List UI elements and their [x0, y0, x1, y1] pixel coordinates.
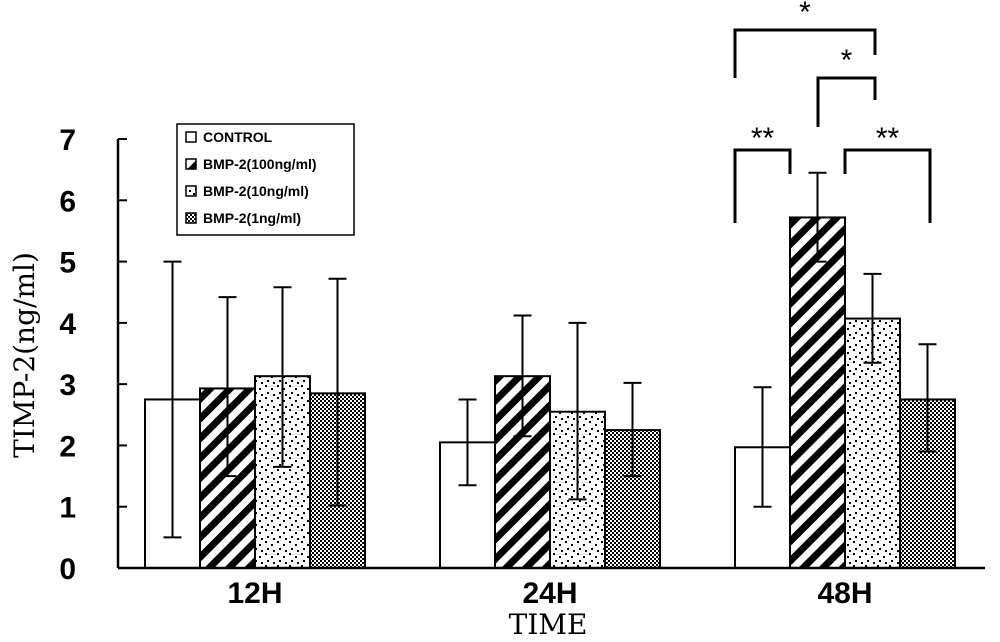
significance-label: * [841, 44, 853, 77]
legend-swatch [185, 158, 197, 170]
bar [789, 216, 846, 569]
y-tick-label: 5 [59, 247, 76, 280]
y-tick-label: 0 [59, 553, 76, 586]
legend-label: BMP-2(10ng/ml) [203, 183, 309, 199]
x-axis: 12H 24H 48H [118, 566, 985, 610]
y-tick-label: 2 [59, 430, 76, 463]
significance-label: * [799, 0, 811, 29]
significance-bracket [733, 148, 792, 223]
error-bars-group [163, 171, 937, 539]
significance-label: ** [751, 122, 775, 155]
legend: CONTROL BMP-2(100ng/ml) BMP-2(10ng/ml) BMP-… [176, 123, 355, 236]
y-axis-title: TIMP-2(ng/ml) [8, 252, 41, 458]
x-tick-label: 48H [817, 577, 872, 610]
significance-group: ** **** [733, 0, 932, 223]
significance-bracket [816, 76, 877, 127]
y-tick-label: 1 [59, 492, 76, 525]
legend-swatch [185, 131, 197, 143]
y-tick-label: 6 [59, 185, 76, 218]
legend-box [176, 123, 355, 236]
significance-bracket [733, 28, 877, 78]
y-axis: 0 1 2 3 4 5 6 7 [59, 124, 127, 586]
x-tick-label: 12H [227, 577, 282, 610]
y-tick-label: 4 [59, 308, 76, 341]
legend-label: CONTROL [203, 129, 273, 145]
legend-label: BMP-2(100ng/ml) [203, 156, 317, 172]
x-tick-label: 24H [522, 577, 577, 610]
x-axis-title: TIME [509, 608, 588, 641]
significance-label: ** [876, 122, 900, 155]
legend-label: BMP-2(1ng/ml) [203, 210, 301, 226]
y-tick-label: 7 [59, 124, 76, 157]
legend-swatch [185, 185, 197, 197]
significance-bracket [843, 148, 932, 223]
bars-group [144, 216, 956, 570]
y-tick-label: 3 [59, 369, 76, 402]
legend-swatch [185, 212, 197, 224]
